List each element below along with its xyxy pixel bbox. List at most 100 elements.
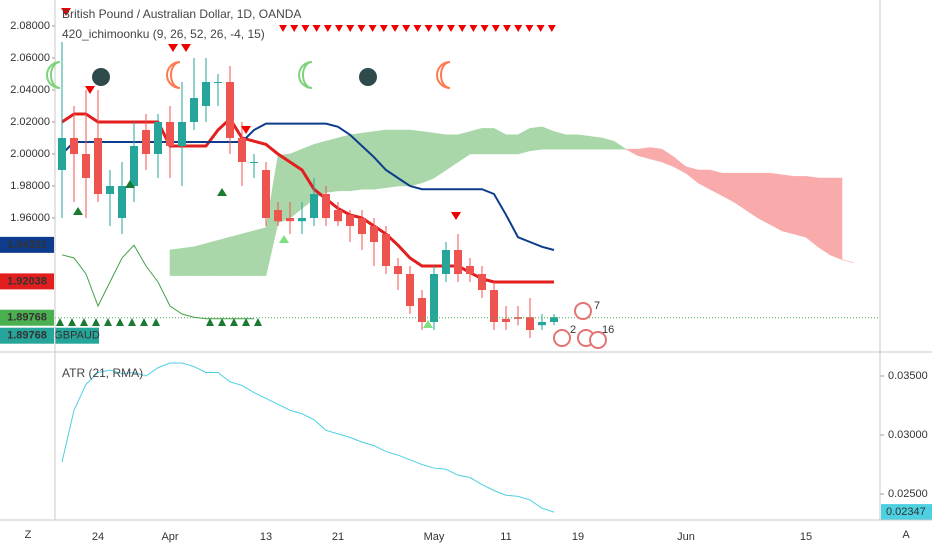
signal-marker bbox=[230, 318, 238, 326]
candle-body bbox=[130, 146, 138, 186]
x-tick-label: 11 bbox=[500, 531, 511, 543]
candle-body bbox=[166, 122, 174, 146]
signal-marker bbox=[469, 25, 478, 32]
signal-marker bbox=[56, 318, 64, 326]
signal-marker bbox=[346, 25, 355, 32]
cloud-segment bbox=[613, 140, 627, 150]
candle-body bbox=[250, 162, 258, 163]
signal-marker bbox=[514, 25, 523, 32]
signal-marker bbox=[402, 25, 411, 32]
x-tick-label: 19 bbox=[572, 531, 584, 543]
signal-marker bbox=[206, 318, 214, 326]
y-tick-label: 2.00000 bbox=[10, 148, 50, 160]
cloud-segment bbox=[385, 129, 399, 188]
signal-marker bbox=[104, 318, 112, 326]
cloud-segment bbox=[433, 132, 447, 179]
x-tick-label: 13 bbox=[260, 531, 272, 543]
cloud-segment bbox=[169, 248, 183, 276]
signal-marker bbox=[379, 25, 388, 32]
moon bbox=[92, 68, 110, 86]
cloud-segment bbox=[757, 172, 771, 225]
signal-marker bbox=[458, 25, 467, 32]
signal-marker bbox=[92, 318, 100, 326]
cloud-segment bbox=[781, 174, 795, 235]
cloud-segment bbox=[553, 131, 567, 150]
candle-body bbox=[262, 170, 270, 218]
candle-body bbox=[538, 322, 546, 326]
last-value-box bbox=[881, 504, 932, 521]
candle-body bbox=[526, 317, 534, 330]
candle-body bbox=[274, 210, 282, 222]
cloud-segment bbox=[229, 233, 243, 276]
signal-marker bbox=[451, 212, 461, 220]
candle-body bbox=[298, 218, 306, 222]
corner-label[interactable]: A bbox=[902, 529, 910, 541]
corner-label[interactable]: Z bbox=[25, 529, 32, 541]
event-icon[interactable] bbox=[574, 302, 592, 320]
event-icon[interactable] bbox=[553, 329, 571, 347]
candle-body bbox=[214, 82, 222, 83]
signal-marker bbox=[241, 126, 251, 134]
signal-marker bbox=[140, 318, 148, 326]
signal-marker bbox=[301, 25, 310, 32]
cloud-segment bbox=[529, 126, 543, 152]
plot-layer: 2.08000 2.06000 2.04000 2.02000 2.00000 1.980… bbox=[0, 8, 932, 543]
y-tick-label: 2.06000 bbox=[10, 52, 50, 64]
signal-marker bbox=[423, 320, 433, 328]
cloud-segment bbox=[217, 236, 231, 276]
cloud-segment bbox=[205, 240, 219, 276]
price-label: 1.89768 bbox=[7, 330, 47, 342]
candle-body bbox=[118, 186, 126, 218]
x-tick-label: 24 bbox=[92, 531, 104, 543]
symbol-box bbox=[55, 327, 99, 344]
signal-marker bbox=[80, 318, 88, 326]
cloud-segment bbox=[841, 259, 855, 264]
signal-marker bbox=[536, 25, 545, 32]
signal-marker bbox=[168, 44, 178, 52]
signal-marker bbox=[73, 207, 83, 215]
signal-marker bbox=[503, 25, 511, 32]
signal-marker bbox=[242, 318, 250, 326]
signal-marker bbox=[312, 25, 321, 32]
moon bbox=[436, 61, 451, 89]
candle-body bbox=[202, 82, 210, 106]
y-tick-label: 2.04000 bbox=[10, 84, 50, 96]
candle-body bbox=[430, 274, 438, 322]
y-tick-label: 1.98000 bbox=[10, 180, 50, 192]
candle-body bbox=[334, 210, 342, 222]
signal-marker bbox=[547, 25, 556, 32]
cloud-segment bbox=[361, 131, 375, 190]
signal-marker bbox=[279, 235, 289, 243]
cloud-segment bbox=[241, 230, 255, 276]
candle-body bbox=[490, 290, 498, 322]
candle-body bbox=[226, 82, 234, 138]
event-icon[interactable] bbox=[589, 331, 607, 349]
x-tick-label: 21 bbox=[332, 531, 344, 543]
signal-marker bbox=[480, 25, 489, 32]
candle-body bbox=[502, 318, 510, 322]
moon-icons bbox=[46, 61, 451, 89]
signal-marker bbox=[368, 25, 377, 32]
x-tick-label: 15 bbox=[800, 531, 812, 543]
candle-body bbox=[310, 194, 318, 218]
candle-body bbox=[406, 274, 414, 306]
x-tick-label: May bbox=[424, 531, 445, 543]
cloud-segment bbox=[349, 132, 363, 192]
signal-marker bbox=[279, 25, 287, 32]
cloud-segment bbox=[589, 136, 603, 150]
candle-body bbox=[478, 274, 486, 290]
price-label-box bbox=[0, 309, 54, 326]
last-value-label: 0.02347 bbox=[886, 506, 926, 518]
price-label: 1.94321 bbox=[7, 239, 47, 251]
cloud-segment bbox=[829, 177, 843, 261]
candle-body bbox=[466, 266, 474, 274]
candle-body bbox=[178, 122, 186, 146]
x-tick-label: Apr bbox=[161, 531, 178, 543]
moon bbox=[166, 61, 181, 89]
cloud-segment bbox=[745, 172, 759, 219]
signal-marker bbox=[152, 318, 160, 326]
cloud-segment bbox=[565, 134, 579, 150]
